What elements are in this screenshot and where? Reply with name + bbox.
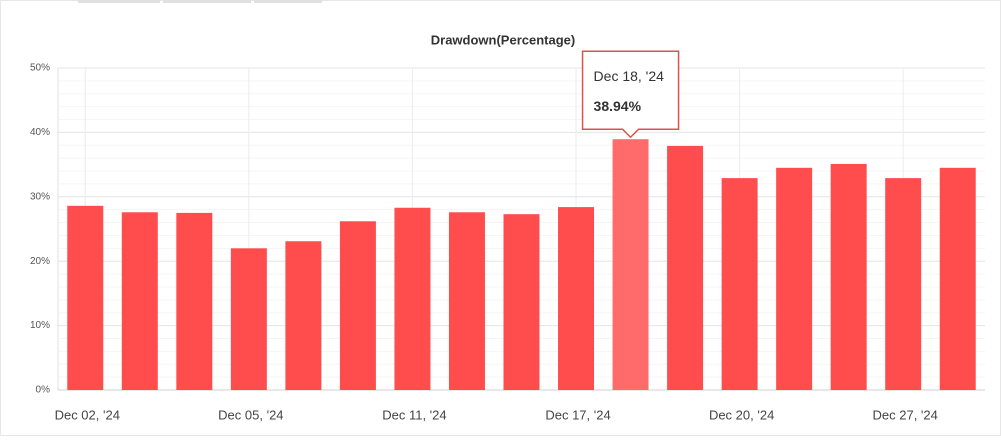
y-tick-label: 0% (36, 385, 51, 396)
bar (285, 241, 322, 390)
x-tick-label: Dec 05, '24 (218, 407, 283, 422)
tab (254, 0, 322, 3)
bar (612, 139, 649, 390)
x-tick-label: Dec 17, '24 (545, 407, 610, 422)
y-tick-label: 10% (30, 320, 50, 331)
tooltip: Dec 18, '24 38.94% (581, 50, 680, 139)
tooltip-title: Dec 18, '24 (594, 68, 665, 84)
x-tick-label: Dec 02, '24 (55, 407, 120, 422)
y-tick-label: 50% (30, 63, 50, 74)
bar (721, 178, 758, 390)
bar (503, 214, 540, 390)
bar (830, 163, 867, 390)
y-tick-label: 40% (30, 127, 50, 138)
bar (230, 248, 267, 390)
bar (885, 178, 922, 390)
bar (667, 145, 704, 390)
tooltip-box (581, 50, 680, 139)
tab (163, 0, 251, 3)
bar (176, 212, 213, 390)
tooltip-value: 38.94% (594, 98, 642, 114)
chart-title: Drawdown(Percentage) (431, 32, 575, 47)
y-tick-label: 20% (30, 256, 50, 267)
bar (121, 212, 158, 390)
bar (448, 212, 485, 390)
bar (939, 167, 976, 390)
bar (339, 221, 376, 390)
bar (558, 207, 595, 390)
bar (776, 167, 813, 390)
x-tick-label: Dec 20, '24 (709, 407, 774, 422)
x-tick-label: Dec 11, '24 (382, 407, 446, 422)
y-tick-label: 30% (30, 191, 50, 202)
tab (78, 0, 160, 3)
bar (67, 205, 104, 390)
bar (394, 207, 431, 390)
x-tick-label: Dec 27, '24 (873, 407, 938, 422)
